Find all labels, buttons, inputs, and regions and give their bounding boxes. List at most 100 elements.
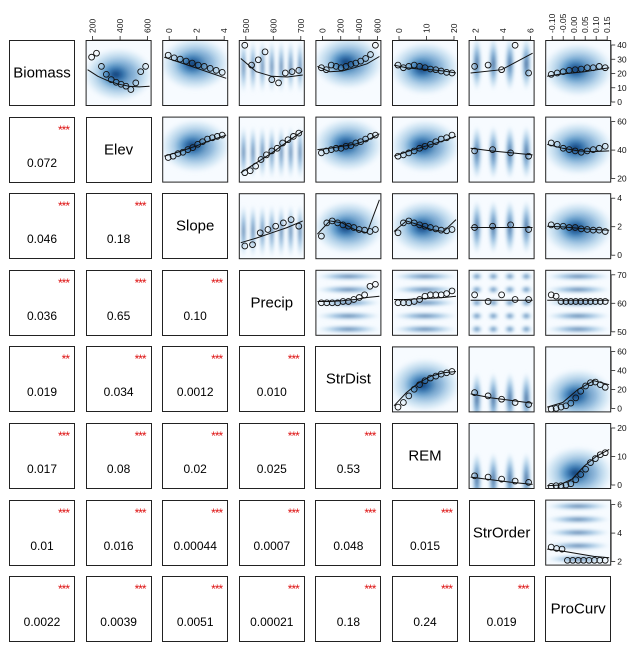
mean-point (164, 154, 172, 161)
variable-label: Biomass (13, 64, 71, 82)
trend-line (547, 548, 610, 559)
mean-point (595, 144, 603, 152)
significance-stars: *** (287, 505, 300, 520)
mean-point (525, 296, 532, 303)
mean-point (572, 298, 580, 305)
diagonal-cell: Slope (162, 193, 229, 260)
right-axis-tick-label: 60 (617, 346, 627, 356)
panel-border (315, 193, 382, 260)
correlation-cell: *** 0.036 (9, 269, 75, 336)
mean-point (400, 399, 407, 406)
density-band (287, 40, 294, 95)
significance-stars: ** (61, 352, 70, 367)
density-core (173, 49, 211, 79)
significance-stars: *** (57, 582, 70, 597)
mean-point (295, 129, 303, 137)
correlation-value: 0.025 (256, 462, 287, 476)
correlation-value: 0.65 (106, 308, 131, 323)
density-band (259, 40, 266, 95)
density-spot (520, 285, 533, 294)
mean-point (290, 133, 297, 140)
density-shading (240, 40, 304, 95)
correlation-cell: *** 0.24 (392, 576, 458, 643)
mean-point (565, 146, 573, 153)
scatter-panel (392, 40, 458, 106)
mean-point (525, 401, 532, 408)
top-axis-tick-label: 200 (88, 19, 98, 33)
trend-line (470, 147, 533, 156)
correlation-cell: *** 0.0007 (238, 499, 305, 566)
mean-point (416, 296, 423, 303)
mean-point (318, 232, 325, 240)
significance-stars: *** (57, 429, 70, 443)
mean-point (170, 54, 178, 62)
mean-point (263, 151, 270, 159)
density-band (278, 124, 285, 181)
mean-point (322, 147, 330, 155)
mean-point (547, 139, 555, 147)
density-band (240, 40, 247, 95)
density-band (545, 515, 612, 524)
scatter-panel (468, 40, 535, 106)
density-band (278, 203, 285, 259)
mean-point (587, 298, 594, 305)
density-shading (471, 371, 532, 413)
density-band (392, 325, 458, 334)
mean-point (559, 68, 567, 76)
panel-border (392, 116, 458, 183)
mean-point (484, 298, 492, 305)
mean-point (567, 298, 575, 305)
top-axis-tick-label: 0.00 (569, 16, 579, 33)
mean-point (547, 221, 555, 229)
density-band (521, 371, 532, 413)
density-band (240, 203, 247, 259)
mean-point (562, 481, 570, 489)
mean-point (572, 394, 580, 402)
mean-point (212, 67, 220, 74)
significance-stars: *** (287, 582, 300, 597)
mean-point (127, 86, 135, 93)
mean-point (372, 280, 379, 288)
mean-point (174, 150, 182, 157)
mean-point (372, 41, 379, 49)
density-band (240, 124, 247, 181)
correlation-value: 0.0051 (176, 615, 214, 630)
scatter-panel (238, 116, 305, 183)
correlation-cell: *** 0.034 (85, 346, 152, 413)
correlation-value: 0.18 (336, 615, 361, 630)
mean-point (200, 63, 208, 70)
density-band (471, 451, 483, 489)
panel-border (392, 193, 458, 260)
top-axis-tick-label: 6 (526, 28, 536, 33)
top-axis-tick-label: 0 (394, 28, 404, 33)
density-spot (520, 272, 533, 281)
mean-point (367, 133, 374, 140)
density-band (287, 203, 294, 259)
panel-border (162, 116, 229, 183)
mean-point (484, 473, 492, 481)
scatter-panel (468, 116, 535, 183)
mean-point (559, 222, 567, 230)
significance-stars: *** (134, 199, 147, 214)
panel-border (545, 423, 612, 489)
scatter-panel (468, 346, 535, 413)
correlation-value: 0.072 (26, 155, 58, 170)
correlation-cell: *** 0.08 (85, 423, 152, 489)
scatter-panel (315, 116, 382, 183)
correlation-cell: *** 0.18 (85, 193, 152, 260)
top-axis-tick-label: 400 (115, 19, 125, 33)
correlation-value: 0.016 (103, 538, 134, 553)
density-spot (520, 312, 533, 320)
mean-point (448, 287, 456, 295)
right-axis-tick-label: 60 (617, 117, 627, 127)
mean-point (595, 63, 603, 70)
significance-stars: *** (364, 505, 376, 520)
density-band (259, 124, 266, 181)
panel-border (238, 40, 305, 106)
mean-point (176, 55, 184, 63)
mean-point (295, 67, 303, 74)
density-band (392, 272, 458, 281)
density-band (545, 325, 612, 334)
mean-point (601, 228, 609, 235)
